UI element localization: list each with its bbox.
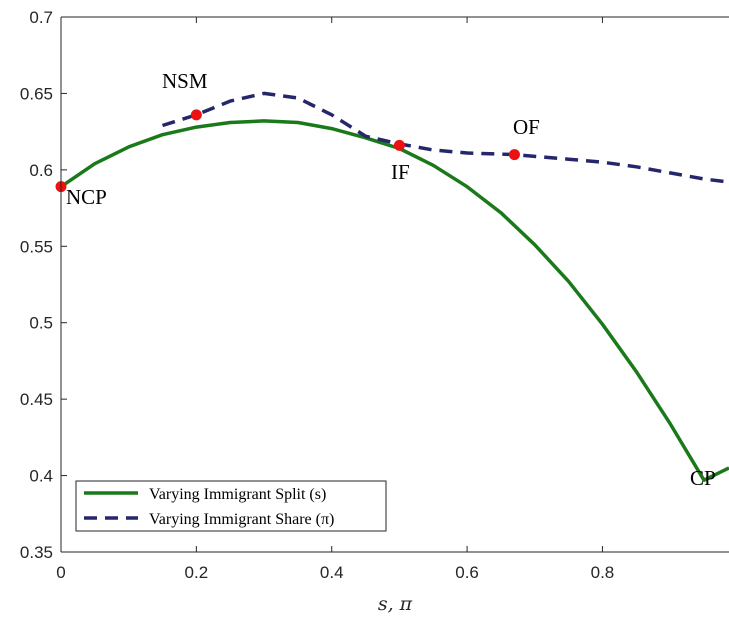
legend-label-series-2: Varying Immigrant Share (π) [149,511,334,528]
annotation-nsm: NSM [162,69,208,93]
y-tick-label: 0.55 [20,237,53,256]
x-tick-label: 0.2 [185,563,209,582]
annotation-ncp: NCP [66,185,107,209]
y-tick-label: 0.6 [29,161,53,180]
point-marker-nsm [191,109,202,120]
y-tick-label: 0.5 [29,314,53,333]
x-tick-label: 0 [56,563,65,582]
point-marker-of [509,149,520,160]
x-tick-label: 0.6 [455,563,479,582]
point-marker-if [394,140,405,151]
y-tick-label: 0.45 [20,390,53,409]
y-tick-label: 0.35 [20,543,53,562]
x-tick-label: 0.8 [591,563,615,582]
annotation-cp: CP [690,466,716,490]
x-tick-label: 0.4 [320,563,344,582]
annotation-of: OF [513,115,540,139]
legend-label-series-1: Varying Immigrant Split (s) [149,486,326,503]
y-tick-label: 0.7 [29,8,53,27]
x-axis-label: s, π [378,593,413,615]
legend: Varying Immigrant Split (s) Varying Immi… [76,481,386,531]
y-tick-label: 0.4 [29,467,53,486]
annotation-if: IF [391,160,410,184]
y-tick-label: 0.65 [20,84,53,103]
plot-background [61,17,729,552]
